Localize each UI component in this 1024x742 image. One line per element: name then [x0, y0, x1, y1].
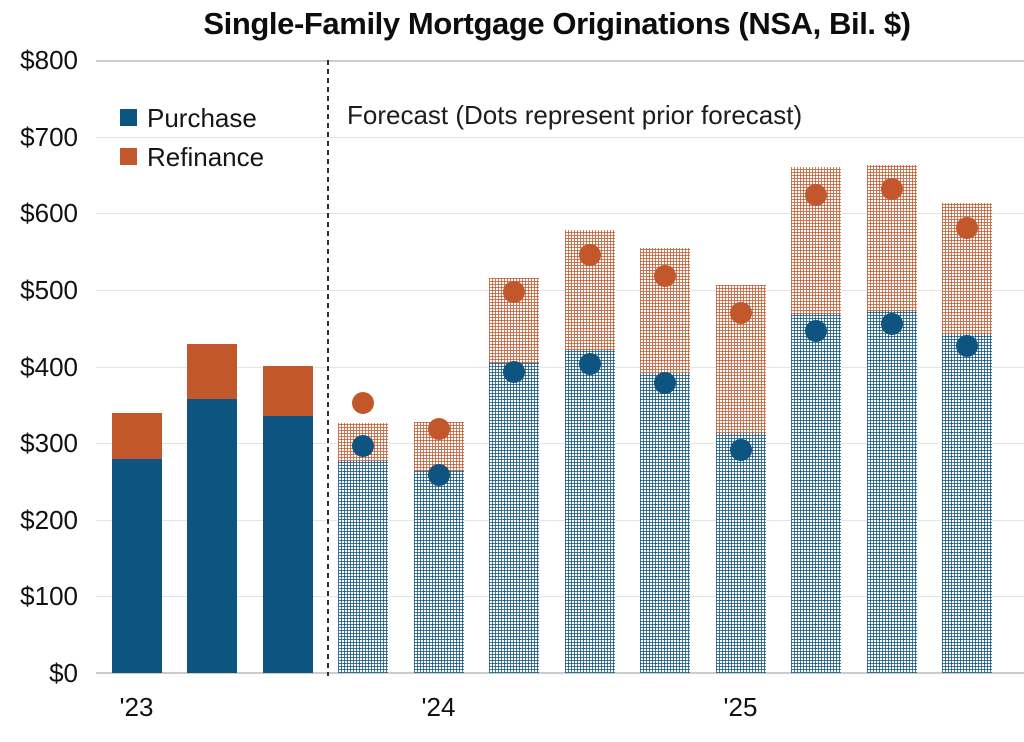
forecast-annotation: Forecast (Dots represent prior forecast) — [347, 100, 803, 130]
x-axis-label: '23 — [119, 692, 154, 722]
bar-segment-refinance — [866, 164, 917, 311]
legend-item-refinance: Refinance — [120, 137, 264, 176]
gridline — [96, 366, 1024, 368]
prior-forecast-dot-purchase — [956, 334, 978, 357]
prior-forecast-dot-purchase — [880, 312, 903, 335]
y-axis-label: $0 — [49, 658, 78, 688]
prior-forecast-dot-purchase — [503, 360, 525, 383]
prior-forecast-dot-total — [654, 265, 676, 288]
bar-segment-purchase — [866, 310, 917, 673]
y-axis-label: $700 — [20, 121, 78, 152]
prior-forecast-dot-total — [729, 301, 752, 324]
bar-segment-purchase — [715, 433, 766, 673]
bar-segment-refinance — [111, 413, 162, 460]
legend-label-purchase: Purchase — [147, 102, 257, 133]
prior-forecast-dot-purchase — [427, 464, 450, 487]
y-axis-label: $400 — [20, 351, 78, 382]
y-axis-label: $200 — [20, 504, 78, 535]
chart-title: Single-Family Mortgage Originations (NSA… — [203, 6, 911, 41]
prior-forecast-dot-purchase — [352, 435, 374, 458]
gridline — [96, 519, 1024, 521]
bar-segment-purchase — [338, 460, 388, 673]
bar-segment-purchase — [187, 398, 237, 673]
bar-segment-purchase — [942, 334, 992, 673]
y-axis-label: $500 — [20, 274, 78, 305]
refinance-swatch-icon — [120, 148, 137, 165]
prior-forecast-dot-total — [503, 281, 525, 304]
gridline — [96, 60, 1024, 62]
bar-segment-purchase — [111, 459, 162, 673]
prior-forecast-dot-purchase — [805, 320, 827, 343]
prior-forecast-dot-total — [956, 216, 978, 239]
bar-segment-refinance — [564, 230, 615, 350]
bar-segment-purchase — [489, 362, 539, 673]
y-axis-label: $800 — [20, 45, 78, 75]
prior-forecast-dot-total — [352, 391, 374, 414]
y-axis-label: $100 — [20, 581, 78, 612]
purchase-swatch-icon — [120, 109, 137, 126]
y-axis-label: $600 — [20, 198, 78, 229]
prior-forecast-dot-total — [427, 417, 450, 440]
bar-segment-purchase — [262, 416, 313, 673]
bar-segment-purchase — [640, 373, 690, 673]
prior-forecast-dot-purchase — [578, 353, 601, 376]
bar-segment-purchase — [413, 470, 464, 673]
legend-item-purchase: Purchase — [120, 98, 264, 137]
gridline — [96, 213, 1024, 215]
plot-area — [96, 60, 1024, 676]
gridline — [96, 443, 1024, 445]
prior-forecast-dot-purchase — [654, 372, 676, 395]
x-axis-label: '24 — [421, 692, 456, 722]
legend-label-refinance: Refinance — [147, 141, 265, 172]
bar-segment-purchase — [791, 314, 841, 673]
bar-segment-refinance — [187, 343, 237, 399]
gridline — [96, 289, 1024, 291]
bar-segment-refinance — [262, 365, 313, 417]
x-axis-label: '25 — [723, 692, 758, 722]
prior-forecast-dot-total — [578, 244, 601, 267]
gridline — [96, 672, 1024, 674]
legend: Purchase Refinance — [120, 98, 264, 176]
bar-segment-purchase — [564, 349, 615, 673]
prior-forecast-dot-purchase — [729, 439, 752, 462]
gridline — [96, 136, 1024, 138]
y-axis-label: $300 — [20, 428, 78, 459]
prior-forecast-dot-total — [805, 183, 827, 206]
gridline — [96, 596, 1024, 598]
prior-forecast-dot-total — [880, 177, 903, 200]
forecast-divider-line — [327, 60, 329, 676]
